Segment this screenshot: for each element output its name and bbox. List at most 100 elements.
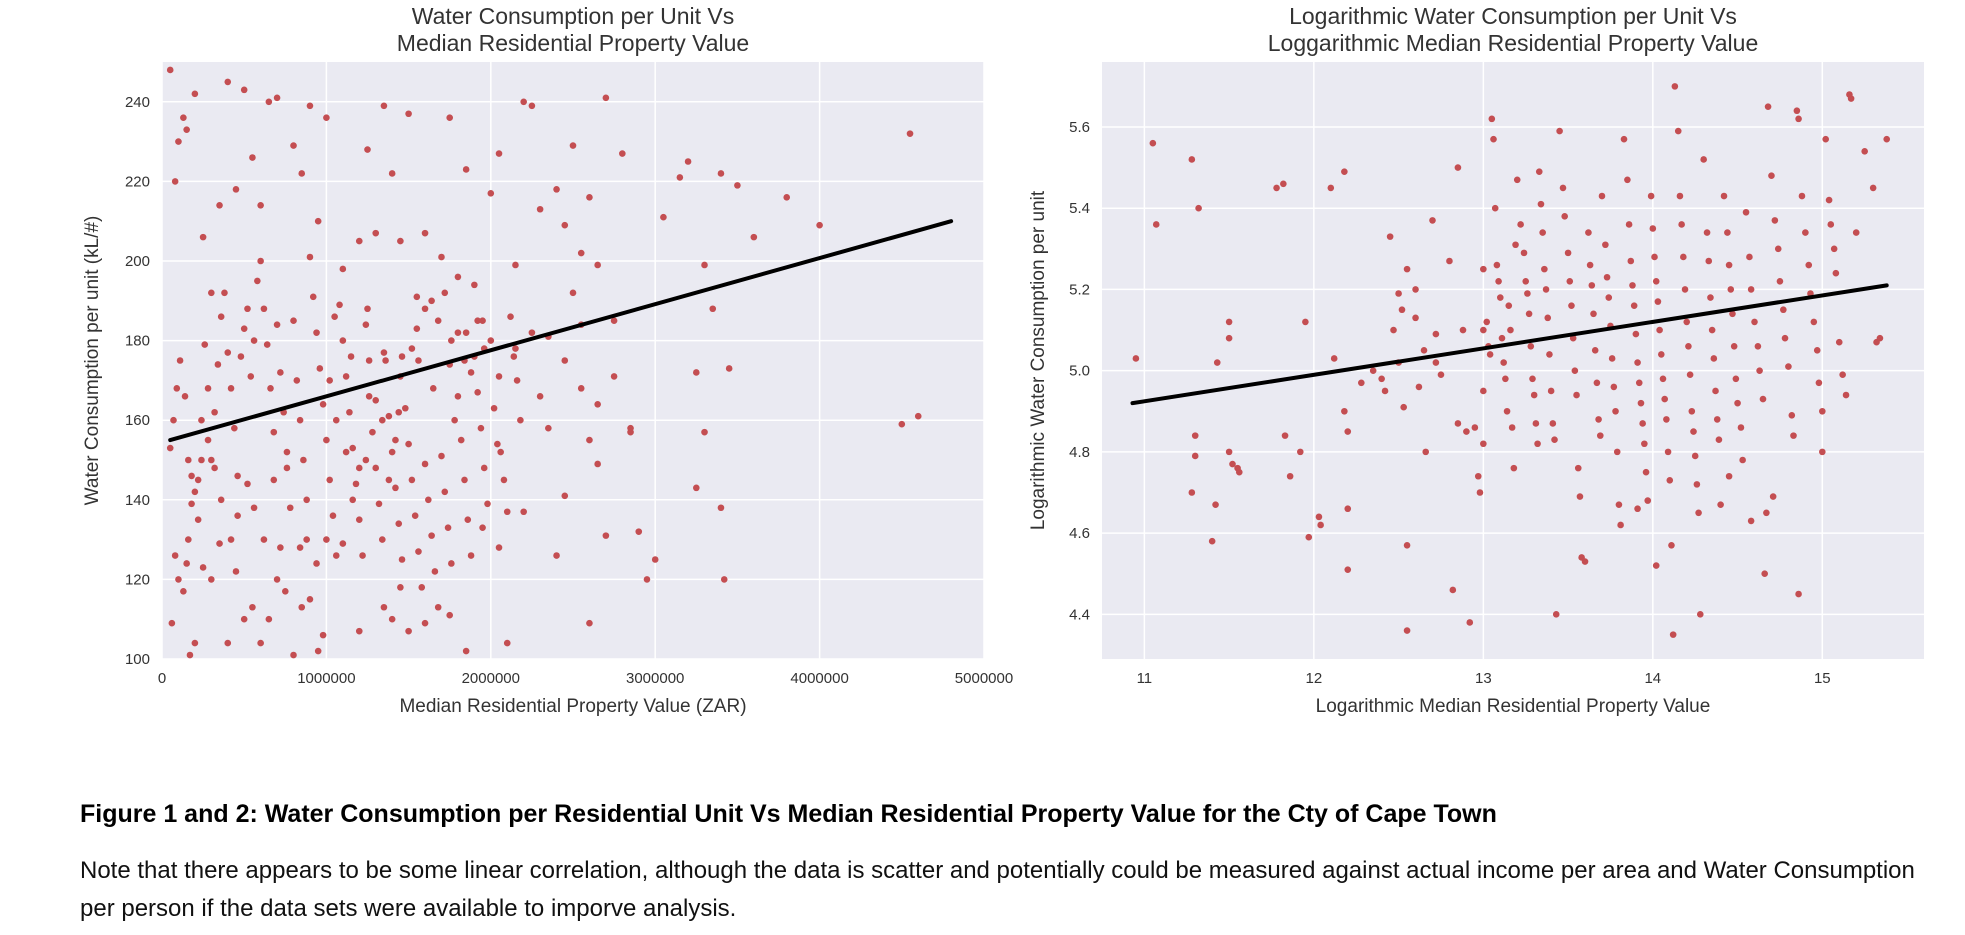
data-point <box>1585 229 1592 236</box>
data-point <box>185 456 192 464</box>
data-point <box>1369 367 1377 374</box>
data-point <box>457 436 465 444</box>
data-point <box>1476 489 1484 496</box>
data-point <box>1547 387 1555 395</box>
data-point <box>405 110 412 118</box>
data-point <box>323 436 330 444</box>
data-point <box>306 596 314 603</box>
data-point <box>188 472 195 480</box>
data-point <box>298 603 306 611</box>
data-point <box>1590 310 1597 318</box>
data-point <box>1608 355 1616 362</box>
data-point <box>1624 176 1631 184</box>
data-point <box>520 508 527 516</box>
data-point <box>273 576 281 583</box>
data-point <box>265 615 273 623</box>
data-point <box>421 619 429 627</box>
data-point <box>1491 204 1499 212</box>
data-point <box>283 464 291 472</box>
data-point <box>208 456 215 464</box>
data-point <box>750 233 758 241</box>
data-point <box>1795 590 1802 598</box>
data-point <box>1302 318 1309 326</box>
data-point <box>495 544 503 551</box>
data-point <box>194 476 202 484</box>
data-point <box>479 317 486 325</box>
y-tick-label: 5.6 <box>1069 119 1090 136</box>
data-point <box>428 532 435 539</box>
data-point <box>1341 407 1348 415</box>
data-point <box>487 190 495 197</box>
data-point <box>1637 399 1645 407</box>
data-point <box>290 142 297 149</box>
data-point <box>186 651 194 659</box>
data-point <box>1883 135 1891 143</box>
plot-area <box>162 62 984 659</box>
data-point <box>438 253 445 261</box>
data-point <box>446 114 454 122</box>
data-point <box>1798 192 1806 200</box>
data-point <box>191 639 199 647</box>
data-point <box>1725 261 1733 269</box>
data-point <box>296 416 304 424</box>
data-point <box>1717 501 1724 508</box>
data-point <box>1839 371 1846 379</box>
data-point <box>507 313 514 321</box>
data-point <box>1480 265 1487 273</box>
data-point <box>183 560 190 567</box>
data-point <box>914 412 922 420</box>
data-point <box>1490 135 1497 143</box>
data-point <box>448 337 455 344</box>
data-point <box>214 361 222 368</box>
data-point <box>421 460 429 468</box>
data-point <box>1720 192 1728 200</box>
data-point <box>1710 355 1718 362</box>
data-point <box>171 552 179 559</box>
data-point <box>1415 383 1423 391</box>
data-point <box>1620 135 1628 143</box>
data-point <box>342 448 350 456</box>
data-point <box>1657 351 1665 358</box>
data-point <box>643 576 651 583</box>
data-point <box>1602 241 1609 249</box>
data-point <box>254 277 261 285</box>
data-point <box>1296 448 1304 456</box>
data-point <box>1191 432 1199 439</box>
data-point <box>1696 611 1704 618</box>
data-point <box>1795 115 1802 123</box>
data-point <box>660 213 667 221</box>
data-point <box>380 603 388 611</box>
data-point <box>362 456 370 464</box>
data-point <box>346 408 353 416</box>
data-point <box>1827 221 1835 228</box>
data-point <box>1617 521 1624 529</box>
data-point <box>380 349 388 356</box>
data-point <box>1576 493 1584 500</box>
data-point <box>385 412 393 420</box>
data-point <box>1286 472 1294 480</box>
data-point <box>263 341 271 348</box>
data-point <box>257 639 264 647</box>
data-point <box>1488 115 1496 123</box>
data-point <box>434 603 442 611</box>
data-point <box>480 464 488 472</box>
data-point <box>1669 631 1677 638</box>
data-point <box>717 504 725 512</box>
data-point <box>517 416 524 424</box>
chart-title-line: Median Residential Property Value <box>397 30 749 56</box>
data-point <box>176 357 184 364</box>
data-point <box>1651 253 1658 261</box>
data-point <box>188 500 195 508</box>
data-point <box>1700 156 1707 163</box>
x-tick-label: 0 <box>158 670 166 687</box>
data-point <box>610 373 618 380</box>
data-point <box>1564 249 1572 257</box>
data-point <box>1713 416 1721 423</box>
data-point <box>1512 241 1519 249</box>
data-point <box>234 512 241 520</box>
data-point <box>569 289 577 297</box>
data-point <box>1493 261 1501 269</box>
x-tick-label: 13 <box>1475 670 1492 687</box>
data-point <box>1225 448 1233 456</box>
data-point <box>365 357 373 364</box>
